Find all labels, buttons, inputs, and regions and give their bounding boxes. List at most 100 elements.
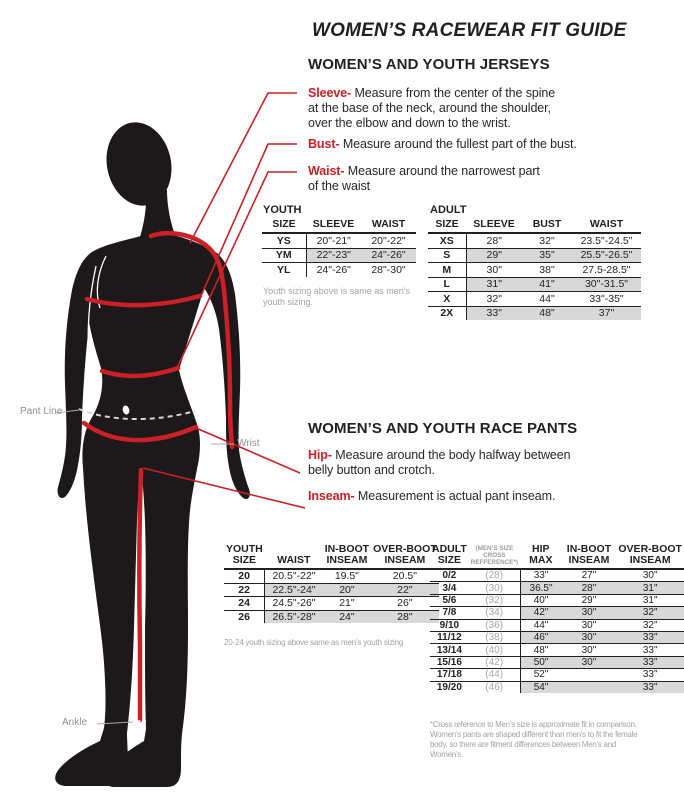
table-cell: 9/10 [439, 619, 460, 631]
jerseys-section-heading: WOMEN’S AND YOUTH JERSEYS [308, 56, 550, 73]
table-cell: 30" [581, 644, 597, 656]
table-cell: 33"-35" [589, 292, 624, 305]
table-row: 9/10 (36) 44" 30" 32" [430, 619, 684, 632]
table-cell: 22" [371, 583, 439, 597]
table-cell: (32) [468, 594, 521, 607]
footnote-line-4: Women’s. [430, 750, 463, 759]
column-header: SIZE [435, 218, 459, 230]
table-cell: 22.5"-24" [264, 583, 323, 597]
waist-measure-line [99, 365, 181, 379]
table-row: YL 24"-26" 28"-30" [262, 262, 416, 277]
hip-callout-line [195, 427, 301, 474]
youth-pants-size-table: YOUTH SIZE WAIST IN-BOOT INSEAM OVER-BOOT INSE… [224, 544, 439, 623]
bust-measure-line [84, 293, 203, 308]
bust-contour-line [96, 255, 107, 309]
table-cell: 44" [539, 292, 555, 305]
ankle-leader [96, 721, 134, 725]
pant-line-dashed [78, 408, 196, 421]
pant-line-label: Pant Line [20, 406, 63, 417]
table-cell: 17/18 [436, 669, 462, 681]
ankle-label: Ankle [62, 717, 88, 728]
table-cell: (40) [468, 643, 521, 657]
column-header: HIP MAX [529, 543, 553, 566]
table-cell: 41" [522, 277, 572, 292]
table-cell: 20 [224, 569, 266, 583]
table-row: XS 28" 32" 23.5"-24.5" [428, 233, 641, 248]
column-header: WAIST [277, 554, 311, 566]
adult-jersey-table-label: ADULT [430, 204, 467, 216]
table-cell [561, 681, 617, 693]
table-row: 3/4 (30) 36.5" 28" 31" [430, 581, 684, 595]
table-cell: (28) [468, 569, 521, 582]
table-cell: 20"-21" [316, 234, 351, 247]
table-cell: 54" [520, 681, 562, 693]
bust-callout-line [200, 143, 297, 297]
sleeve-callout-line [189, 92, 297, 244]
table-cell: 20.5" [392, 570, 417, 583]
table-row: 11/12 (38) 46" 30" 33" [430, 631, 684, 644]
table-cell: 48" [533, 644, 549, 656]
adult-pants-footnote: *Cross reference to Men’s size is approx… [430, 720, 638, 760]
table-row: 20 20.5"-22" 19.5" 20.5" [224, 569, 439, 583]
waist-line-1: Measure around the narrowest part [344, 164, 540, 178]
table-cell: 31" [642, 594, 658, 606]
table-row: YM 22"-23" 24"-26" [262, 248, 416, 263]
table-cell: 3/4 [442, 582, 457, 594]
sleeve-line-1: Measure from the center of the spine [351, 86, 556, 100]
table-cell: 29" [466, 248, 522, 263]
table-row: L 31" 41" 30"-31.5" [428, 277, 641, 292]
pants-section-heading: WOMEN’S AND YOUTH RACE PANTS [308, 420, 578, 437]
table-cell: 38" [539, 263, 555, 276]
table-row: S 29" 35" 25.5"-26.5" [428, 248, 641, 263]
table-cell: 30"-31.5" [572, 277, 641, 292]
page-title: WOMEN’S RACEWEAR FIT GUIDE [312, 20, 627, 41]
table-cell: 21" [339, 597, 355, 610]
table-cell: 44" [533, 619, 549, 631]
table-cell: 33" [642, 644, 658, 656]
table-cell: L [428, 277, 467, 292]
table-cell: 33" [642, 669, 658, 681]
table-cell: 26 [224, 610, 266, 623]
table-cell: 33" [616, 656, 684, 669]
table-cell: 7/8 [442, 607, 457, 619]
waist-line-2: of the waist [308, 179, 371, 193]
table-cell: 24" [322, 610, 372, 623]
table-cell: 28" [561, 581, 617, 595]
torso-and-legs [55, 196, 218, 787]
sleeve-measure-line [148, 231, 235, 450]
table-cell: 22"-23" [306, 248, 361, 263]
table-cell: 30" [561, 631, 617, 644]
table-cell: 30" [642, 570, 658, 582]
table-cell: M [428, 262, 467, 277]
table-cell: (30) [468, 581, 521, 595]
adult-jersey-size-table: SIZE SLEEVE BUST WAIST XS 28" 32" 23.5"-24.5" S 2… [428, 219, 641, 320]
table-cell: (44) [468, 668, 521, 682]
body-silhouette [55, 122, 250, 787]
sleeve-line-2: at the base of the neck, around the shou… [308, 101, 551, 115]
table-cell: 50" [520, 656, 562, 669]
hip-line-2: belly button and crotch. [308, 463, 435, 477]
table-cell: 33" [616, 631, 684, 644]
table-cell: 27.5-28.5" [582, 263, 631, 276]
table-cell: 25.5"-26.5" [572, 248, 641, 263]
table-cell: 33" [616, 681, 684, 693]
table-cell: (36) [468, 619, 521, 632]
table-row: X 32" 44" 33"-35" [428, 291, 641, 306]
youth-jersey-note-line-1: Youth sizing above is same as men’s [263, 286, 411, 296]
table-cell: 33" [466, 306, 522, 320]
youth-pants-note-line-1: 20-24 youth sizing above same as men’s y… [224, 638, 404, 647]
table-cell: 5/6 [442, 594, 457, 606]
column-header: (MEN’S SIZE CROSS REFFERENCE*) [470, 545, 519, 566]
table-cell: 30" [486, 263, 502, 276]
column-header: OVER-BOOT INSEAM [373, 543, 437, 566]
table-cell: 19/20 [436, 681, 462, 693]
table-cell: 20"-22" [371, 234, 406, 247]
sleeve-line-3: over the elbow and down to the wrist. [308, 116, 511, 130]
wrist-label: Wrist [237, 438, 260, 449]
table-cell: 42" [520, 606, 562, 620]
hip-annotation: Hip- Measure around the body halfway bet… [308, 448, 571, 478]
table-cell: 24.5"-26" [272, 597, 316, 610]
table-cell: 15/16 [436, 656, 462, 668]
table-cell: 24"-26" [361, 248, 416, 263]
footnote-line-1: *Cross reference to Men’s size is approx… [430, 720, 637, 729]
